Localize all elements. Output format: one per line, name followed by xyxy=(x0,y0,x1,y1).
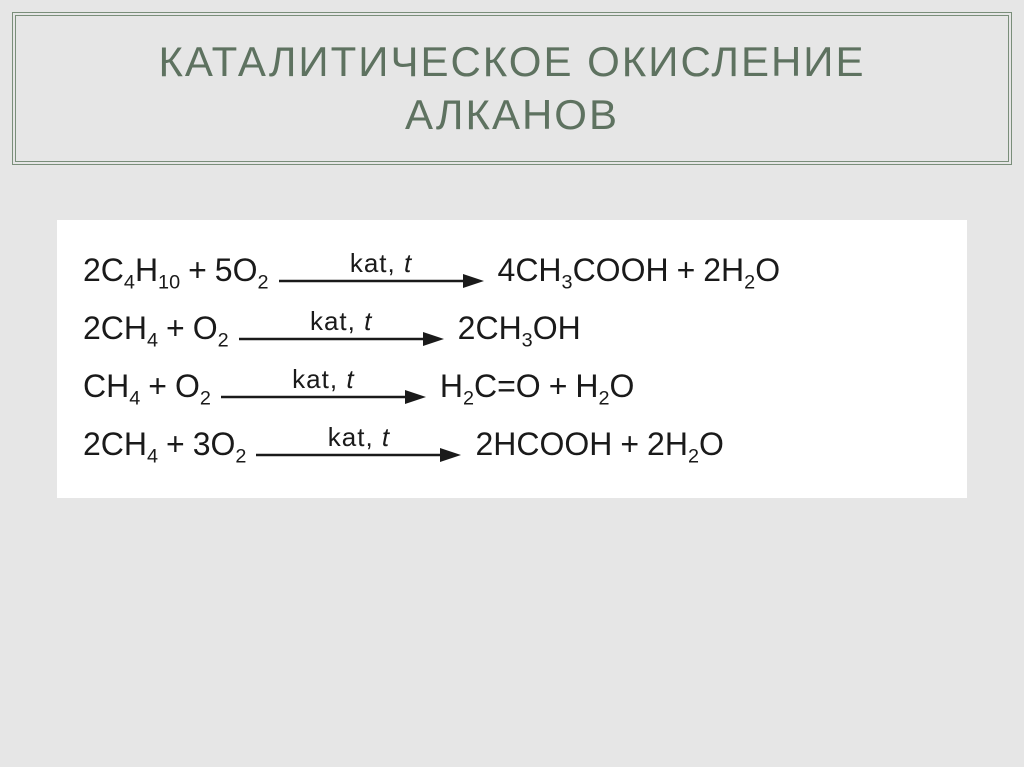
reaction-arrow: kat, t xyxy=(279,250,484,290)
arrow-icon xyxy=(279,272,484,290)
equation-row: 2CH4 + O2 kat, t 2CH3OH xyxy=(83,308,941,348)
arrow-icon xyxy=(221,388,426,406)
reaction-arrow: kat, t xyxy=(239,308,444,348)
equation-row: 2CH4 + 3O2 kat, t 2HCOOH + 2H2O xyxy=(83,424,941,464)
plus-sign: + xyxy=(188,252,207,289)
reactant: 2CH4 xyxy=(83,310,158,347)
title-box: КАТАЛИТИЧЕСКОЕ ОКИСЛЕНИЕ АЛКАНОВ xyxy=(12,12,1012,165)
plus-sign: + xyxy=(166,426,185,463)
product: 4CH3COOH xyxy=(498,252,669,289)
plus-sign: + xyxy=(549,368,568,405)
plus-sign: + xyxy=(166,310,185,347)
reactant: 2CH4 xyxy=(83,426,158,463)
product: H2O xyxy=(575,368,634,405)
reactant: O2 xyxy=(175,368,211,405)
equation-row: 2C4H10 + 5O2 kat, t 4CH3COOH + 2H2O xyxy=(83,250,941,290)
product: 2H2O xyxy=(647,426,724,463)
reactant: 2C4H10 xyxy=(83,252,180,289)
product: 2HCOOH xyxy=(475,426,612,463)
equations-panel: 2C4H10 + 5O2 kat, t 4CH3COOH + 2H2O xyxy=(57,220,967,498)
reaction-arrow: kat, t xyxy=(221,366,426,406)
reactant: 5O2 xyxy=(215,252,269,289)
slide-title: КАТАЛИТИЧЕСКОЕ ОКИСЛЕНИЕ АЛКАНОВ xyxy=(46,36,978,141)
plus-sign: + xyxy=(148,368,167,405)
slide: КАТАЛИТИЧЕСКОЕ ОКИСЛЕНИЕ АЛКАНОВ 2C4H10 … xyxy=(0,0,1024,767)
product: H2C=O xyxy=(440,368,541,405)
arrow-icon xyxy=(256,446,461,464)
reaction-arrow: kat, t xyxy=(256,424,461,464)
reactant: 3O2 xyxy=(193,426,247,463)
reactant: CH4 xyxy=(83,368,140,405)
equation-row: CH4 + O2 kat, t H2C=O + H2O xyxy=(83,366,941,406)
reactant: O2 xyxy=(193,310,229,347)
plus-sign: + xyxy=(677,252,696,289)
plus-sign: + xyxy=(620,426,639,463)
arrow-icon xyxy=(239,330,444,348)
product: 2H2O xyxy=(703,252,780,289)
product: 2CH3OH xyxy=(458,310,581,347)
